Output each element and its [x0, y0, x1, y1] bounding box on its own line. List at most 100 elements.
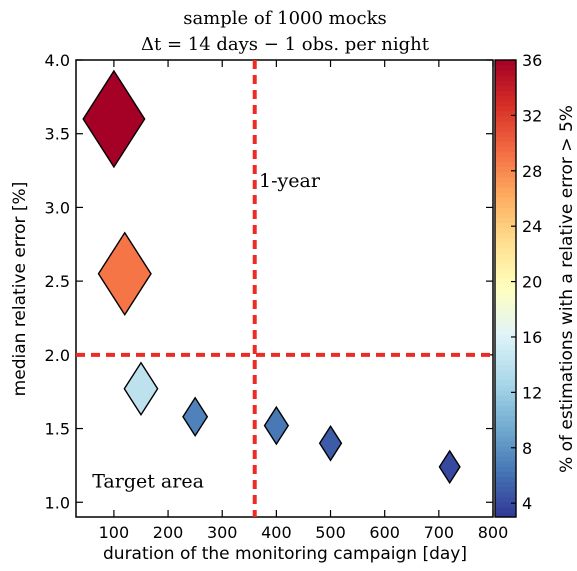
colorbar-segment [495, 400, 516, 406]
colorbar-segment [495, 308, 516, 315]
colorbar-segment [495, 263, 516, 269]
colorbar-tick-label: 16 [522, 328, 542, 347]
colorbar-segment [495, 410, 516, 417]
colorbar-tick-label: 28 [522, 162, 542, 181]
colorbar-segment [495, 318, 516, 325]
colorbar-tick-label: 32 [522, 106, 542, 125]
colorbar-segment [495, 120, 516, 127]
y-tick-label: 3.5 [45, 125, 70, 144]
colorbar-segment [495, 430, 516, 437]
colorbar-segment [495, 329, 516, 335]
colorbar-segment [495, 415, 516, 422]
y-tick-label: 3.0 [45, 198, 70, 217]
colorbar-segment [495, 364, 516, 371]
colorbar-segment [495, 425, 516, 432]
colorbar-segment [495, 461, 516, 467]
colorbar-segment [495, 75, 516, 81]
colorbar-segment [495, 60, 516, 66]
data-point-0 [82, 69, 146, 169]
colorbar-segment [495, 126, 516, 132]
colorbar-segment [495, 136, 516, 142]
colorbar-segment [495, 506, 516, 513]
colorbar-segment [495, 283, 516, 290]
colorbar-segment [495, 65, 516, 71]
colorbar-segment [495, 212, 516, 219]
colorbar-segment [495, 349, 516, 356]
colorbar-segment [495, 511, 516, 518]
chart-title-line-2: Δt = 14 days − 1 obs. per night [141, 34, 430, 55]
colorbar-segment [495, 303, 516, 310]
colorbar-segment [495, 273, 516, 279]
colorbar-segment [495, 476, 516, 483]
colorbar-segment [495, 166, 516, 173]
colorbar-segment [495, 176, 516, 183]
chart-title: sample of 1000 mocks Δt = 14 days − 1 ob… [141, 8, 430, 55]
x-tick-label: 600 [369, 523, 400, 542]
x-tick-label: 300 [207, 523, 238, 542]
colorbar-segment [495, 197, 516, 203]
colorbar-segment [495, 369, 516, 376]
colorbar-segment [495, 278, 516, 285]
colorbar-tick-label: 12 [522, 383, 542, 402]
chart-title-line-1: sample of 1000 mocks [183, 8, 387, 29]
colorbar-segment [495, 217, 516, 224]
colorbar-segment [495, 186, 516, 193]
colorbar-tick-label: 20 [522, 273, 542, 292]
colorbar-segment [495, 100, 516, 107]
colorbar-tick-label: 8 [522, 439, 532, 458]
y-axis-label: median relative error [%] [10, 182, 30, 397]
colorbar-segment [495, 227, 516, 234]
data-point-6 [438, 449, 461, 485]
x-tick-label: 100 [99, 523, 130, 542]
annotation-1: Target area [92, 471, 204, 493]
colorbar-segment [495, 359, 516, 366]
colorbar-segment [495, 313, 516, 320]
annotation-0: 1-year [259, 170, 321, 192]
colorbar-segment [495, 344, 516, 351]
x-tick-label: 500 [315, 523, 346, 542]
colorbar-segment [495, 70, 516, 76]
colorbar-segment [495, 141, 516, 147]
colorbar-segment [495, 456, 516, 462]
colorbar-segment [495, 90, 516, 97]
colorbar-segment [495, 95, 516, 102]
colorbar-segment [495, 85, 516, 92]
data-point-3 [182, 396, 209, 438]
colorbar-segment [495, 202, 516, 208]
colorbar-segment [495, 80, 516, 86]
colorbar-segment [495, 242, 516, 249]
colorbar-segment [495, 445, 516, 452]
colorbar-segment [495, 115, 516, 122]
data-point-1 [97, 231, 152, 317]
x-tick-label: 200 [153, 523, 184, 542]
colorbar-segment [495, 486, 516, 493]
colorbar-segment [495, 496, 516, 503]
colorbar-label: % of estimations with a relative error >… [557, 105, 577, 473]
colorbar-segment [495, 435, 516, 442]
colorbar-segment [495, 161, 516, 168]
colorbar-tick-label: 24 [522, 217, 542, 236]
colorbar-frame [494, 59, 517, 518]
colorbar-segment [495, 252, 516, 259]
colorbar-segment [495, 491, 516, 498]
colorbar-segment [495, 105, 516, 112]
colorbar-segment [495, 339, 516, 345]
colorbar-segment [495, 181, 516, 188]
data-point-5 [318, 424, 343, 462]
colorbar-segment [495, 390, 516, 396]
colorbar-segment [495, 131, 516, 137]
colorbar-segment [495, 324, 516, 330]
colorbar-segment [495, 298, 516, 305]
colorbar-segment [495, 374, 516, 381]
colorbar-segment [495, 501, 516, 508]
x-axis-label: duration of the monitoring campaign [day… [103, 544, 467, 564]
colorbar-segment [495, 232, 516, 239]
data-point-2 [123, 361, 159, 417]
y-tick-label: 2.0 [45, 346, 70, 365]
colorbar-segment [495, 481, 516, 488]
data-point-4 [263, 405, 290, 446]
y-tick-label: 4.0 [45, 51, 70, 70]
colorbar-segment [495, 237, 516, 244]
colorbar-segment [495, 207, 516, 213]
